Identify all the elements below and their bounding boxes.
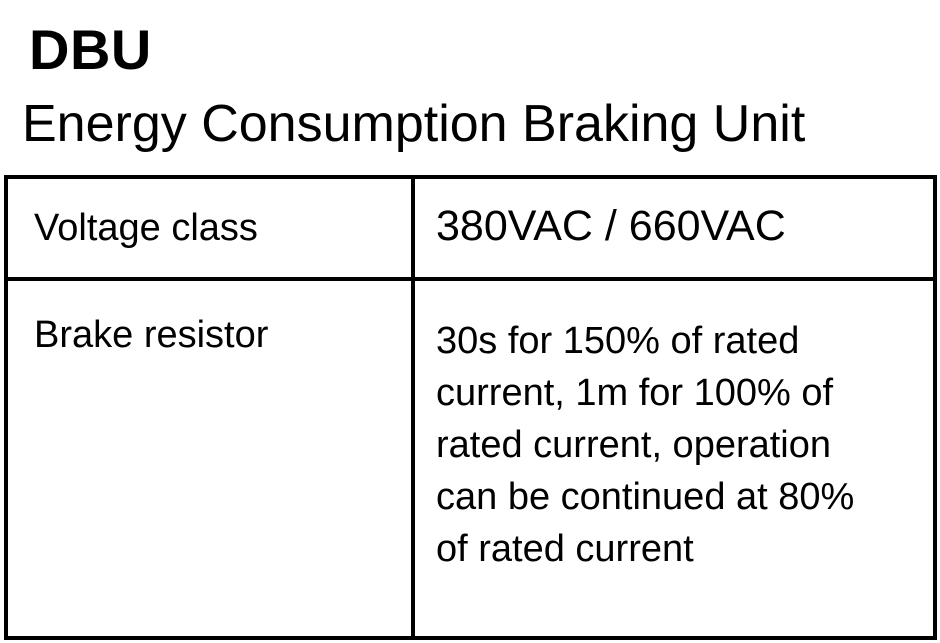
column-divider — [411, 179, 415, 636]
row-value-brake-resistor: 30s for 150% of rated current, 1m for 10… — [436, 320, 855, 571]
row-value-voltage-class: 380VAC / 660VAC — [436, 202, 786, 250]
page-title: DBU — [29, 18, 152, 81]
table-row-voltage-class: Voltage class 380VAC / 660VAC — [8, 179, 933, 281]
row-label-brake-resistor: Brake resistor — [34, 314, 269, 356]
row-label-voltage-class: Voltage class — [34, 207, 258, 249]
spec-table: Voltage class 380VAC / 660VAC Brake resi… — [4, 175, 937, 640]
table-row-brake-resistor: Brake resistor 30s for 150% of rated cur… — [8, 281, 933, 636]
page-subtitle: Energy Consumption Braking Unit — [22, 95, 806, 153]
